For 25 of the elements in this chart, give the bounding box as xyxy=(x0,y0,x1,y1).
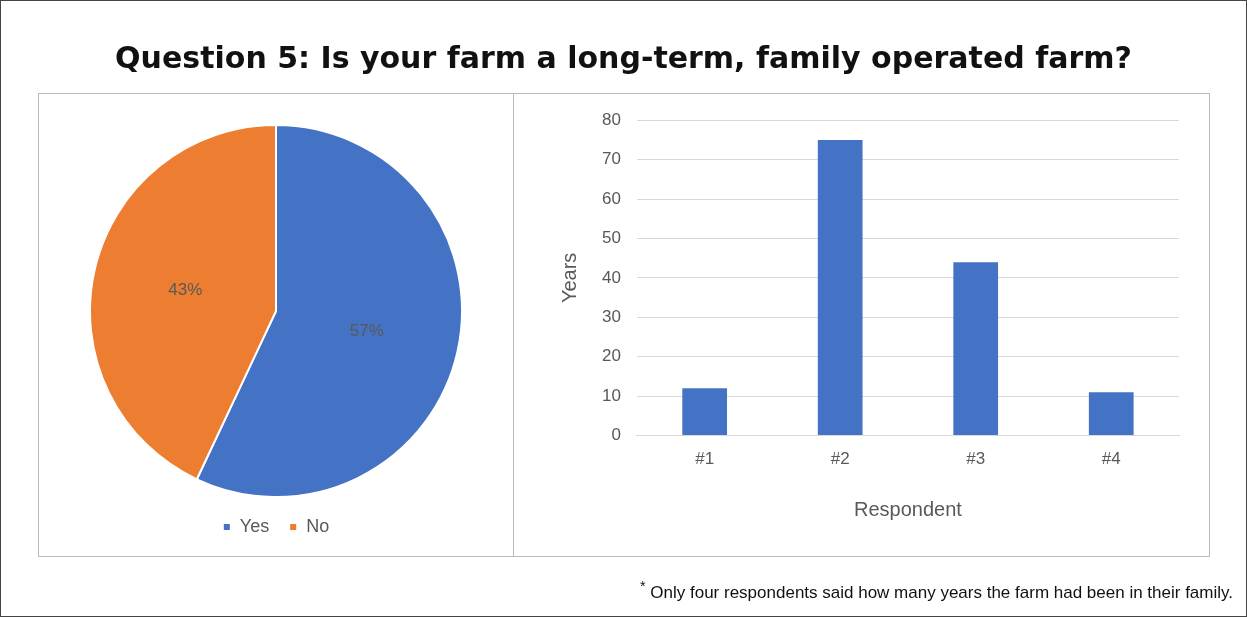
x-tick-label: #1 xyxy=(695,449,715,469)
y-axis-title: Years xyxy=(557,252,580,304)
x-tick-label: #4 xyxy=(1101,449,1121,469)
data-label: 57% xyxy=(349,320,384,340)
y-tick-label: 30 xyxy=(601,307,621,327)
y-tick-label: 0 xyxy=(611,425,621,445)
y-tick-label: 80 xyxy=(601,109,621,129)
legend-label: Yes xyxy=(239,515,270,536)
y-tick-label: 20 xyxy=(601,346,621,366)
data-label: 43% xyxy=(168,280,203,300)
x-axis-title: Respondent xyxy=(854,497,963,520)
legend-label: No xyxy=(306,515,330,536)
bar xyxy=(817,139,863,436)
y-tick-label: 70 xyxy=(601,149,621,169)
text: Question 5: Is your farm a long-term, family operated farm? xyxy=(114,40,1133,75)
text: $^{*}$ Only four respondents said how many years the farm had been in their family. xyxy=(640,578,1233,603)
bar xyxy=(682,388,728,436)
y-tick-label: 50 xyxy=(601,228,621,248)
x-tick-label: #2 xyxy=(830,449,850,469)
bar xyxy=(1088,392,1134,436)
y-tick-label: 40 xyxy=(601,267,621,287)
y-tick-label: 60 xyxy=(601,188,621,208)
bar xyxy=(953,262,999,436)
y-tick-label: 10 xyxy=(601,385,621,405)
x-tick-label: #3 xyxy=(966,449,986,469)
